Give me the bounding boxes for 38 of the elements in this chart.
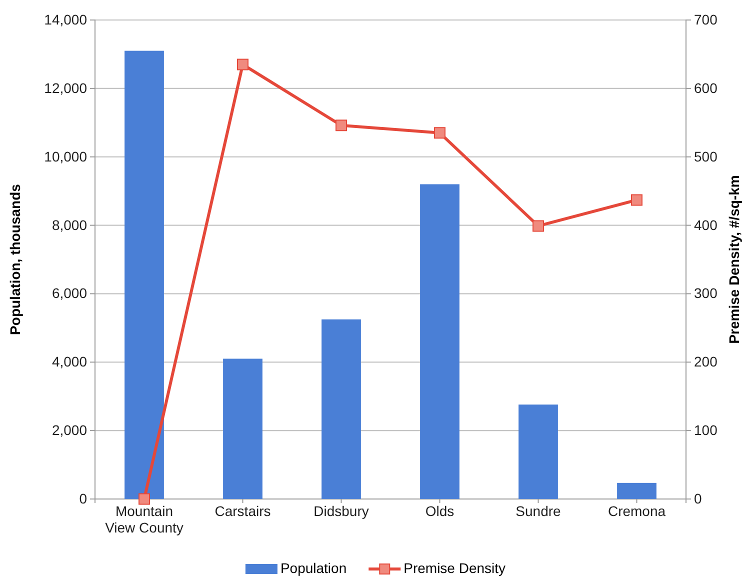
- bar: [617, 482, 656, 499]
- y-axis-title: Population, thousands: [7, 184, 23, 335]
- legend-label: Population: [280, 560, 347, 576]
- y2-tick-label: 500: [694, 148, 718, 164]
- x-tick-label: Cremona: [608, 502, 666, 519]
- point: [434, 127, 446, 139]
- y2-tick-label: 100: [694, 422, 718, 438]
- bar: [518, 404, 558, 499]
- y-tick-label: 4,000: [52, 354, 88, 370]
- x-tick-label: Sundre: [516, 502, 562, 519]
- y-tick-label: 14,000: [44, 11, 88, 28]
- bar: [223, 358, 262, 499]
- y2-tick-label: 200: [694, 354, 718, 370]
- point: [532, 220, 544, 232]
- bar: [124, 50, 164, 499]
- y2-axis-title: Premise Density, #/sq-km: [726, 175, 742, 344]
- x-tick-label: Carstairs: [214, 502, 271, 519]
- y2-tick-label: 0: [694, 490, 702, 506]
- point: [237, 58, 248, 70]
- y-tick-label: 12,000: [44, 80, 88, 96]
- bar: [322, 319, 361, 499]
- y-tick-label: 6,000: [52, 285, 88, 302]
- y2-tick-label: 400: [694, 216, 718, 233]
- y-tick-label: 8,000: [52, 216, 88, 233]
- y2-tick-label: 700: [694, 11, 718, 28]
- y2-tick-label: 600: [694, 80, 718, 96]
- legend-label: Premise Density: [404, 560, 506, 576]
- x-tick-label: Mountain View County: [105, 502, 184, 536]
- y-tick-label: 10,000: [44, 148, 88, 164]
- x-tick-label: Olds: [425, 502, 454, 519]
- point: [138, 493, 150, 505]
- point: [631, 194, 642, 206]
- x-tick-label: Didsbury: [314, 502, 369, 519]
- y2-tick-label: 300: [694, 285, 718, 302]
- point: [336, 120, 347, 132]
- bar: [420, 184, 460, 499]
- y-tick-label: 0: [79, 490, 88, 506]
- y-tick-label: 2,000: [52, 422, 88, 438]
